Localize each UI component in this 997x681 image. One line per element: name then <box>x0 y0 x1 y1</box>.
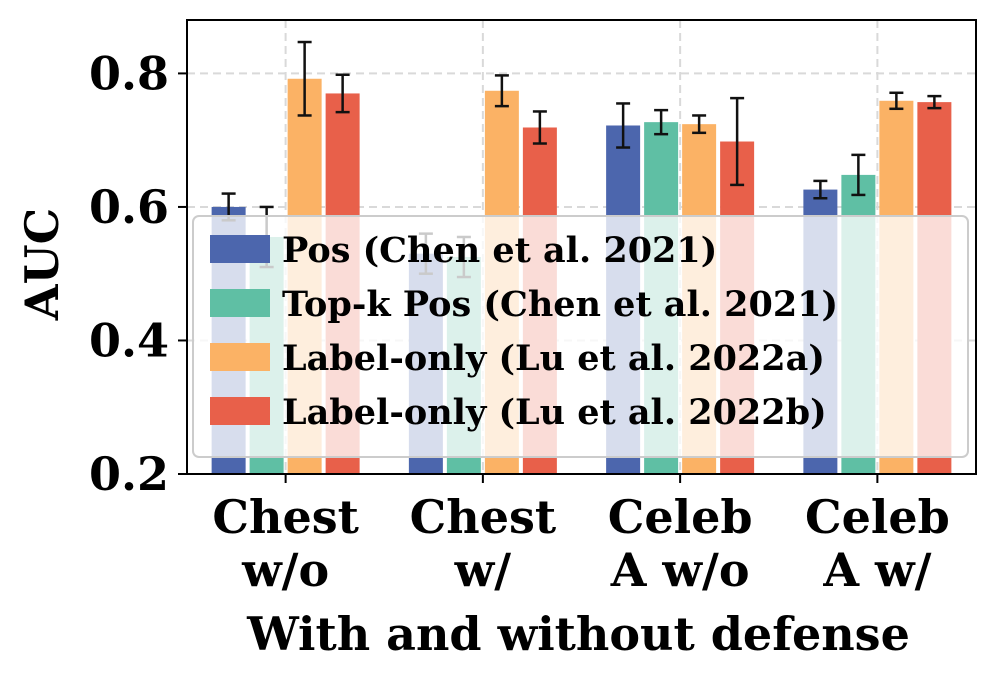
plot-frame <box>186 19 977 475</box>
legend-swatch <box>210 343 270 371</box>
x-tick-label: Celeb <box>805 490 950 544</box>
y-tick-label: 0.2 <box>89 447 169 501</box>
axes-frame <box>186 19 977 475</box>
x-tick-label: w/o <box>241 543 329 597</box>
y-axis-label: AUC <box>15 208 69 321</box>
y-tick-label: 0.4 <box>89 313 169 367</box>
x-tick-label: A w/ <box>822 543 931 597</box>
legend-label: Top-k Pos (Chen et al. 2021) <box>282 284 838 325</box>
x-tick-label: A w/o <box>610 543 750 597</box>
legend-label: Label-only (Lu et al. 2022b) <box>282 392 827 433</box>
y-tick-label: 0.6 <box>89 180 169 234</box>
legend-swatch <box>210 397 270 425</box>
legend-label: Label-only (Lu et al. 2022a) <box>282 338 825 379</box>
x-tick-label: Chest <box>212 490 359 544</box>
legend-label: Pos (Chen et al. 2021) <box>282 230 717 271</box>
x-axis-label: With and without defense <box>246 607 910 661</box>
x-tick-label: Celeb <box>608 490 753 544</box>
y-ticks: 0.2 0.4 0.6 0.8 <box>89 46 187 501</box>
y-tick-label: 0.8 <box>89 46 169 100</box>
legend-box <box>192 215 969 458</box>
legend-swatch <box>210 289 270 317</box>
legend: Pos (Chen et al. 2021) Top-k Pos (Chen et… <box>192 215 969 458</box>
legend-swatch <box>210 235 270 263</box>
x-tick-label: Chest <box>410 490 557 544</box>
x-tick-label: w/ <box>454 543 512 597</box>
